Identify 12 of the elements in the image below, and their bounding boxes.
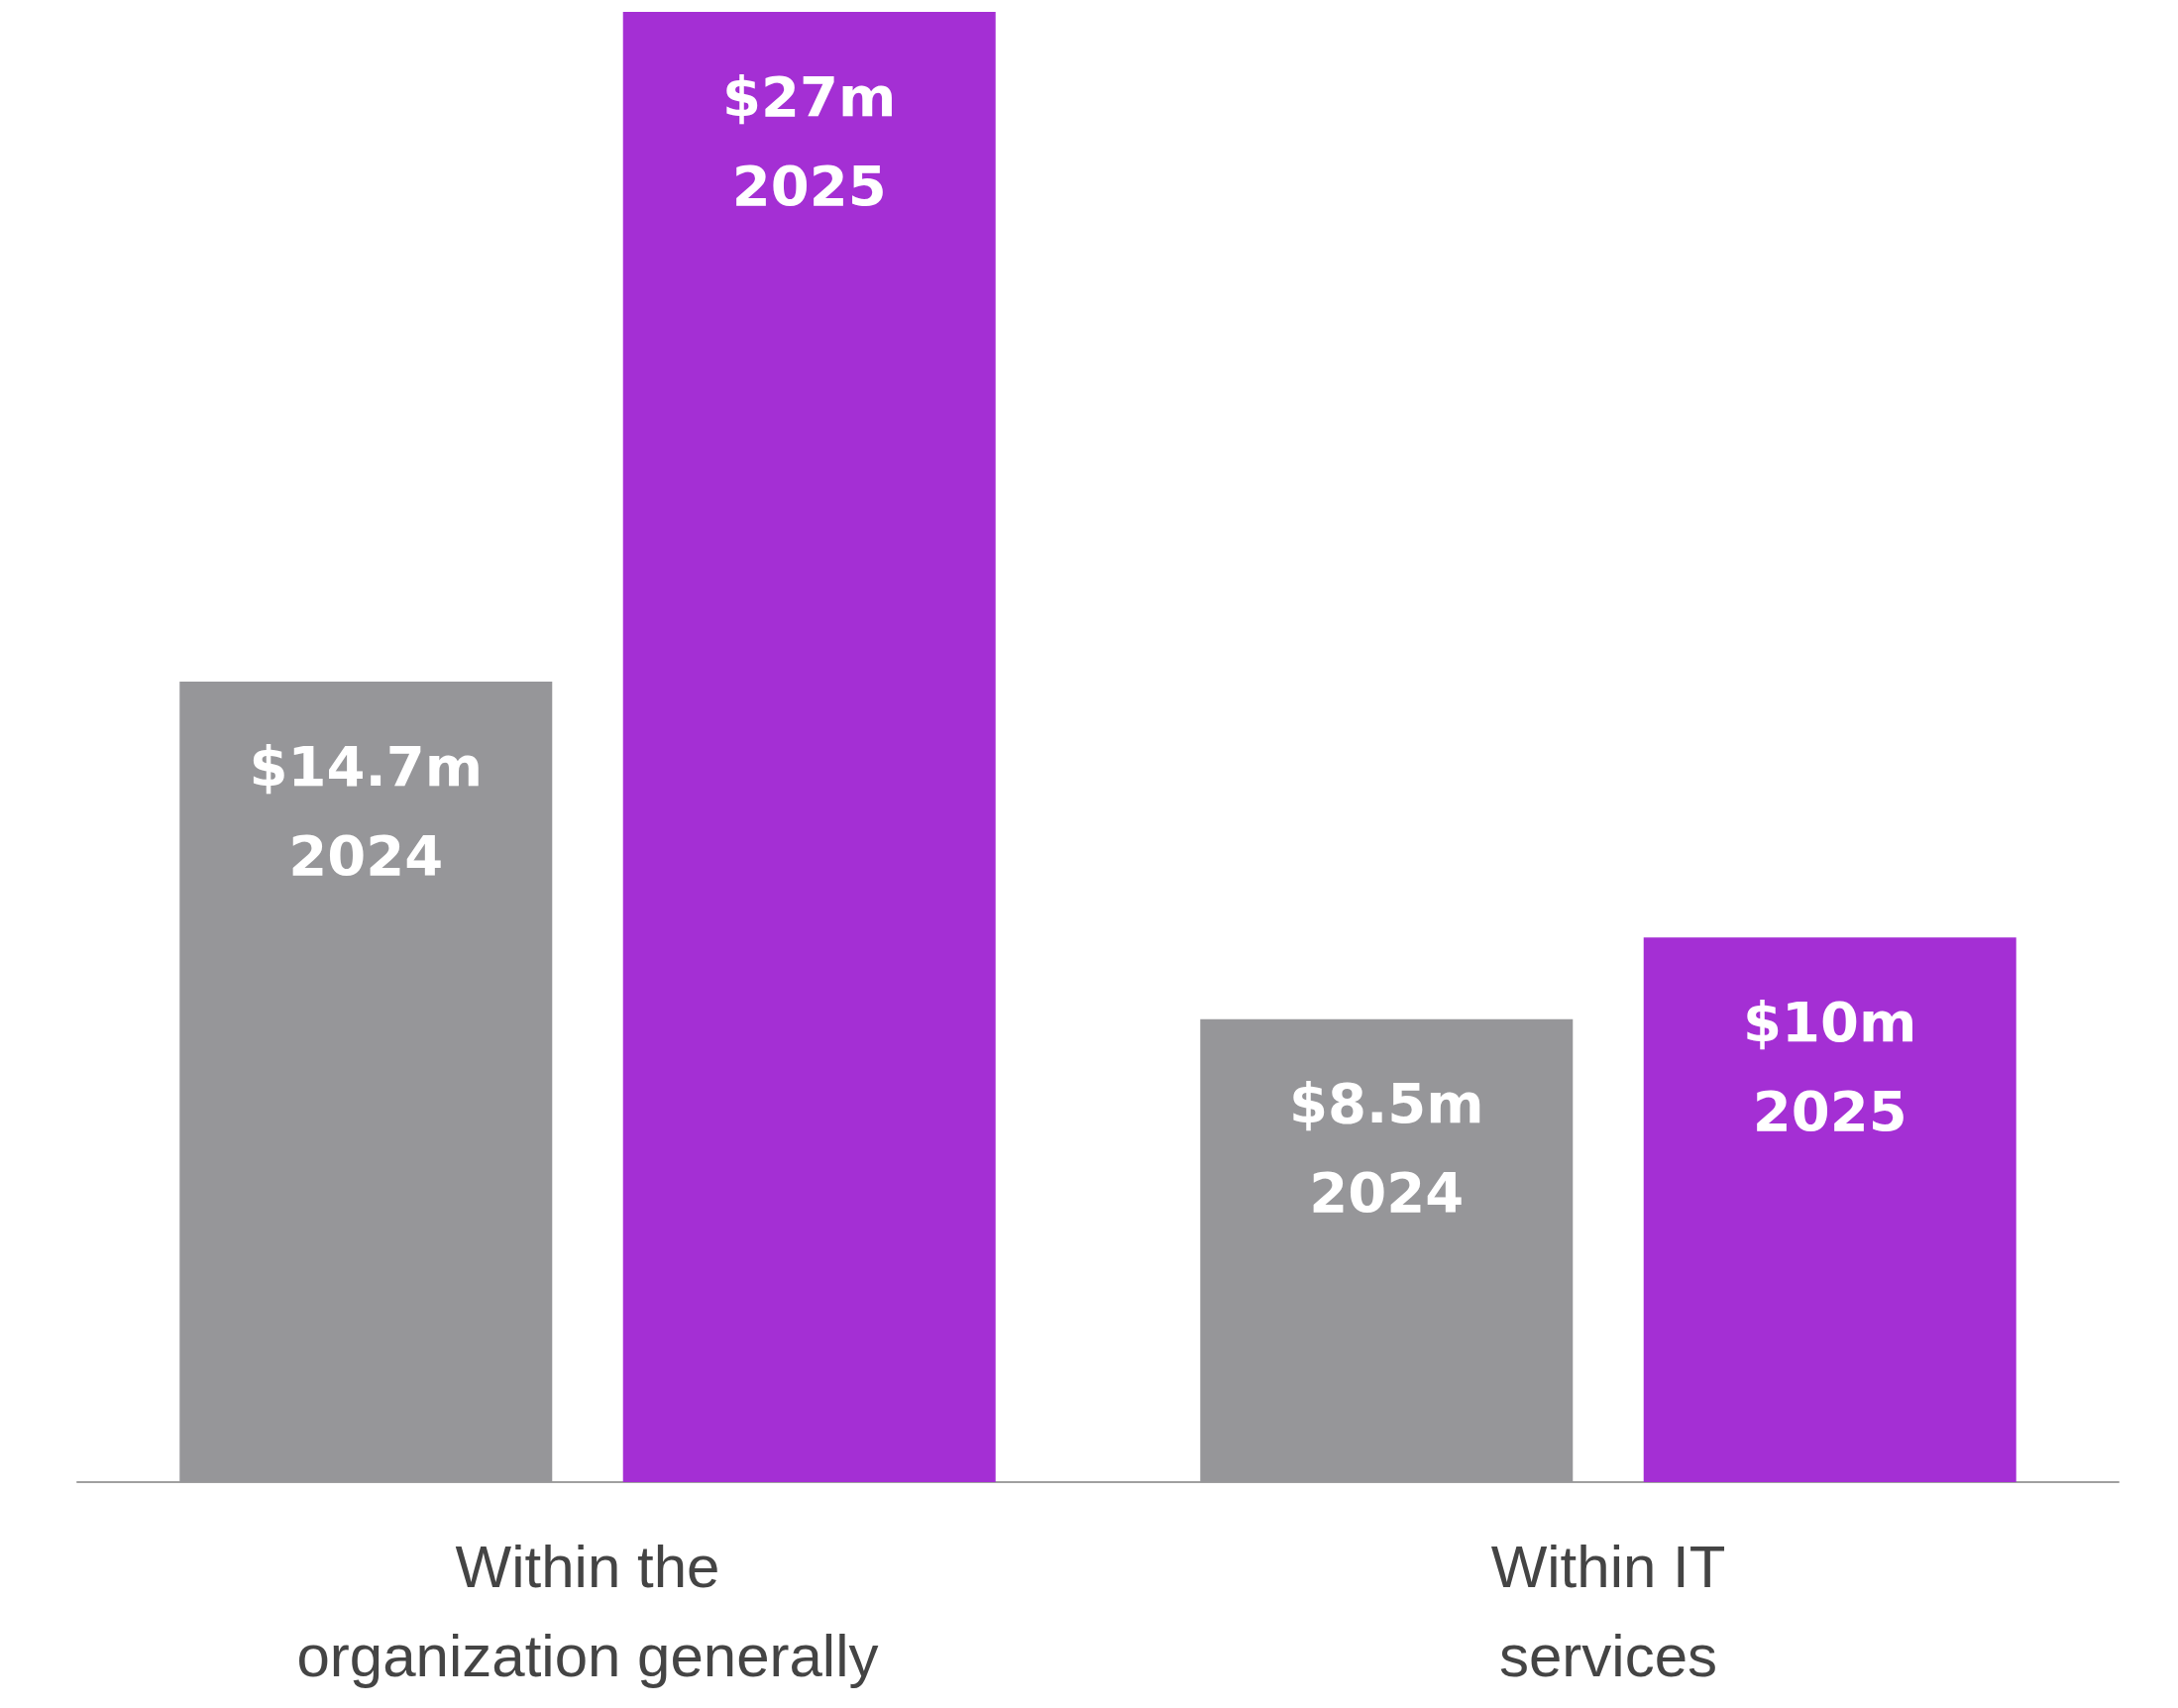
- data-label: $8.5m: [1289, 1071, 1484, 1136]
- data-label: $10m: [1743, 989, 1917, 1054]
- x-tick-label: Within the organization generally: [296, 1533, 879, 1689]
- text: 2024: [288, 822, 444, 888]
- x-tick-label: Within IT services: [1490, 1533, 1726, 1689]
- text: 2025: [1752, 1078, 1907, 1143]
- bar: [1643, 937, 2016, 1482]
- data-label: $14.7m: [249, 733, 484, 799]
- series-label: 2025: [731, 153, 887, 218]
- bar: [622, 12, 996, 1482]
- data-label: $27m: [722, 63, 897, 129]
- series-label: 2024: [1309, 1160, 1465, 1226]
